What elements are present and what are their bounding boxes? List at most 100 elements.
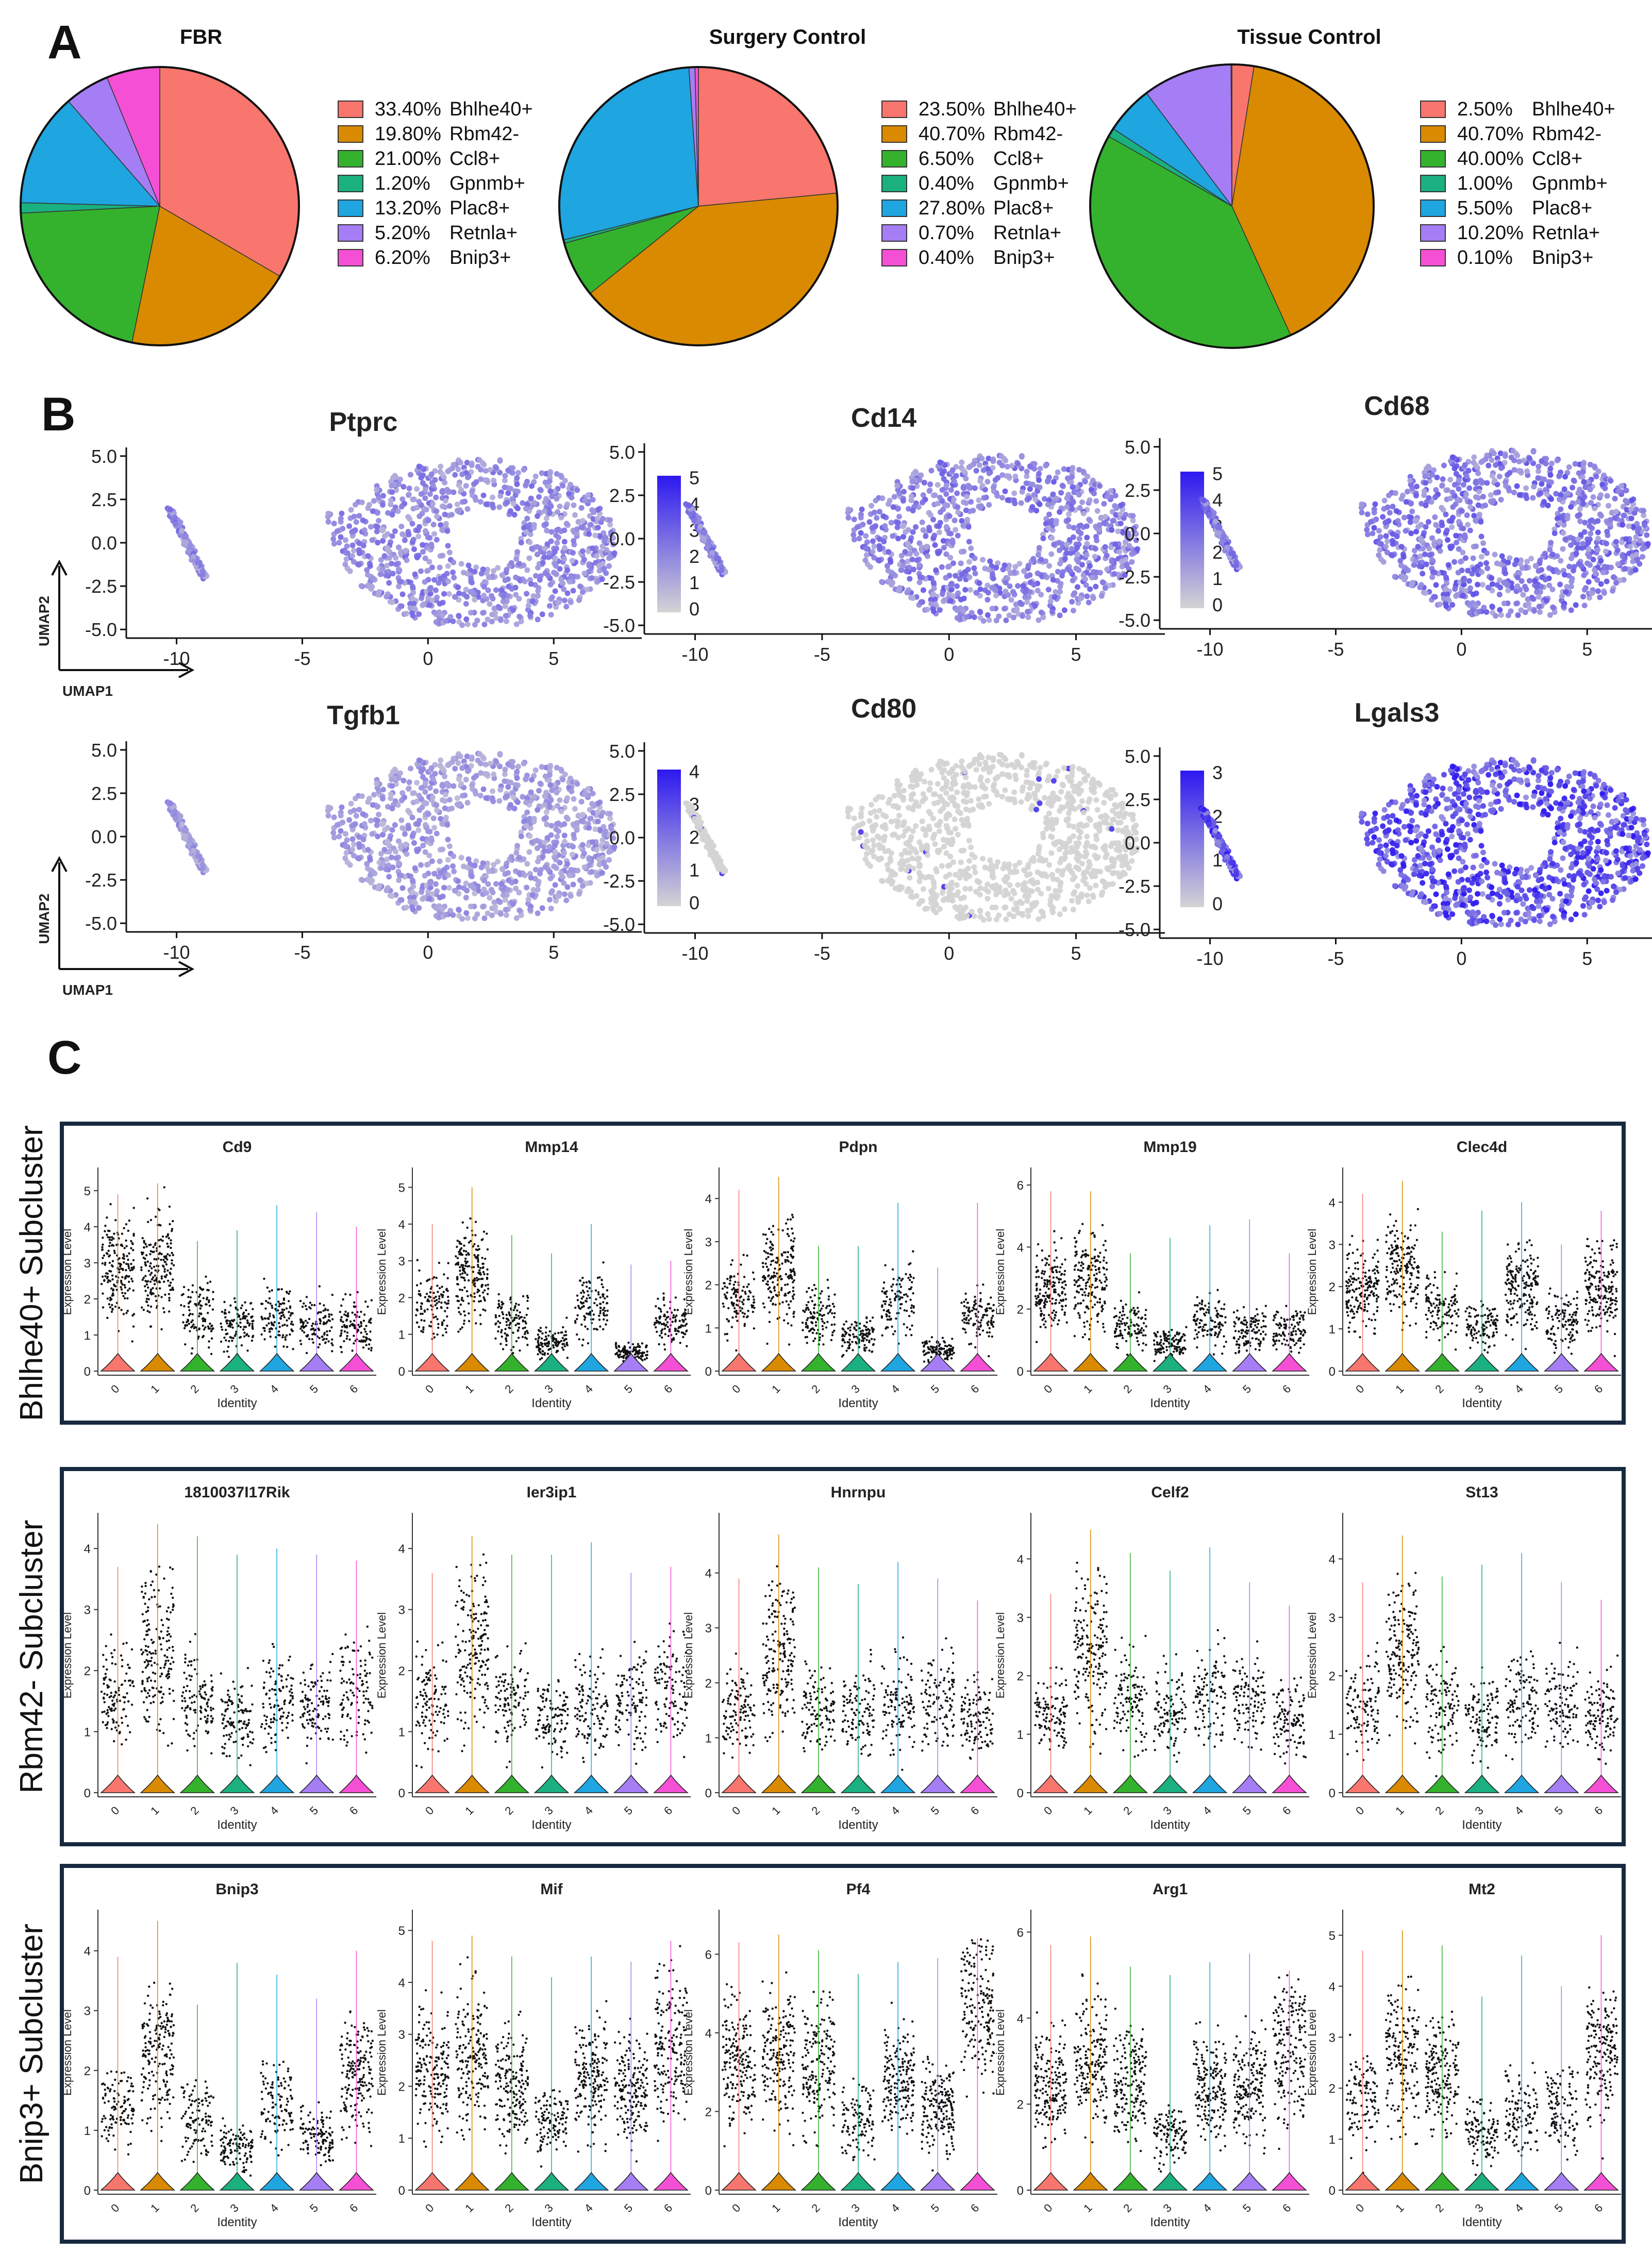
umap-point: [374, 487, 379, 493]
umap-point: [706, 538, 712, 544]
umap-point: [369, 537, 375, 543]
umap-point: [1019, 500, 1024, 506]
umap-point: [1071, 490, 1077, 495]
umap-point: [981, 618, 987, 624]
umap-point: [389, 489, 395, 495]
umap-point: [423, 487, 428, 492]
umap-point: [910, 595, 915, 601]
umap-point: [877, 543, 882, 549]
umap-point: [1003, 458, 1008, 463]
umap-point: [713, 556, 719, 561]
umap-point: [510, 465, 515, 471]
umap-point: [872, 510, 877, 515]
umap-point: [491, 478, 496, 483]
umap-point: [564, 568, 570, 573]
umap-point: [514, 549, 520, 555]
umap-point: [961, 468, 966, 473]
umap-point: [918, 599, 924, 605]
umap-point: [955, 607, 960, 613]
umap-point: [1093, 534, 1099, 540]
umap-point: [955, 509, 961, 515]
umap-point: [600, 516, 606, 522]
umap-point: [546, 550, 552, 556]
umap-point: [336, 540, 342, 545]
umap-point: [1082, 479, 1088, 485]
umap-point: [1109, 527, 1114, 533]
umap-point: [403, 548, 409, 554]
umap-point: [353, 502, 358, 508]
umap-point: [1049, 536, 1055, 541]
umap-point: [393, 555, 398, 561]
umap-point: [385, 545, 390, 550]
umap-point: [922, 480, 927, 486]
umap-point: [1084, 535, 1090, 540]
umap-point: [516, 596, 522, 602]
umap-point: [1069, 474, 1075, 480]
umap-point: [1091, 491, 1097, 496]
umap-point: [551, 570, 557, 575]
umap-point: [427, 535, 432, 541]
umap-point: [375, 524, 380, 530]
umap-point: [1130, 513, 1136, 519]
umap-point: [877, 537, 882, 542]
umap-point: [873, 498, 878, 504]
umap-point: [427, 491, 433, 497]
umap-point: [1049, 609, 1055, 614]
umap-point: [976, 497, 981, 503]
umap-point: [1092, 554, 1098, 559]
umap-point: [910, 485, 915, 491]
umap-point: [969, 610, 975, 615]
umap-point: [895, 520, 901, 526]
umap-point: [375, 540, 380, 545]
umap-point: [955, 590, 961, 596]
umap-point: [574, 487, 580, 493]
umap-point: [952, 518, 958, 523]
umap-point: [991, 488, 997, 494]
umap-point: [932, 602, 938, 607]
umap-point: [437, 564, 443, 570]
umap-point: [1537, 609, 1543, 615]
umap-point: [411, 546, 417, 552]
umap-point: [441, 591, 447, 597]
umap-point: [1051, 542, 1057, 547]
umap-point: [398, 579, 404, 585]
umap-point: [1020, 613, 1025, 619]
umap-point: [390, 533, 395, 539]
umap-point: [443, 618, 448, 624]
umap-point: [576, 597, 582, 603]
umap-point: [465, 475, 471, 480]
umap-point: [869, 503, 874, 509]
umap-point: [931, 609, 937, 614]
umap-point: [554, 527, 560, 533]
umap-point: [1083, 582, 1089, 588]
umap-point: [602, 539, 607, 544]
umap-point: [1081, 573, 1087, 578]
umap-point: [958, 597, 964, 603]
umap-point: [966, 524, 972, 530]
umap-point: [968, 499, 974, 505]
umap-point: [1095, 508, 1100, 514]
umap-point: [1112, 541, 1118, 547]
umap-point: [582, 498, 588, 504]
umap-point: [914, 557, 920, 563]
umap-point: [335, 528, 340, 534]
umap-y-tick-label: 2.5: [91, 489, 117, 510]
umap-point: [571, 588, 576, 594]
umap-point: [1091, 595, 1096, 601]
umap-point: [961, 548, 966, 554]
umap-point: [1057, 589, 1063, 594]
umap-point: [941, 538, 946, 544]
umap-point: [845, 515, 851, 521]
umap-point: [920, 499, 925, 505]
umap-point: [1064, 504, 1070, 510]
umap-point: [921, 527, 926, 533]
umap-point: [424, 568, 430, 574]
umap-point: [1057, 584, 1063, 590]
umap-point: [562, 597, 568, 603]
umap-point: [1101, 501, 1107, 507]
umap-point: [348, 507, 354, 513]
umap-point: [492, 610, 498, 616]
umap-point: [489, 593, 494, 598]
umap-point: [700, 529, 706, 535]
umap-point: [406, 492, 411, 498]
